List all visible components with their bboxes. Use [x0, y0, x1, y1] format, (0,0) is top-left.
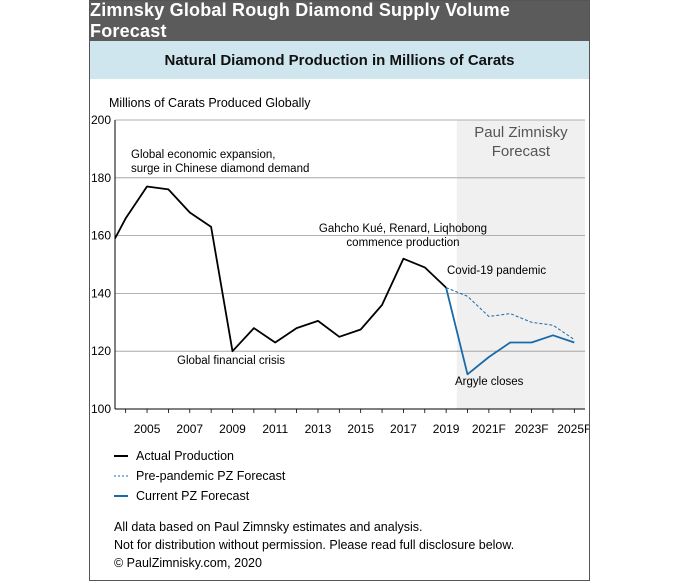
line-chart: Paul Zimnisky Forecast 100 120 140 160 180 200 2… — [91, 96, 589, 503]
note-line-2: Not for distribution without permission.… — [114, 538, 515, 552]
x-tick-label: 2015 — [347, 422, 374, 436]
legend-label-2: Pre-pandemic PZ Forecast — [136, 469, 286, 483]
x-tick-label: 2005 — [134, 422, 161, 436]
legend-label-1: Actual Production — [136, 449, 234, 463]
chart-frame: Zimnsky Global Rough Diamond Supply Volu… — [89, 0, 590, 581]
y-tick-label: 180 — [91, 171, 111, 185]
series-current-forecast — [445, 287, 575, 376]
legend-label-3: Current PZ Forecast — [136, 489, 250, 503]
forecast-region — [456, 120, 585, 409]
y-tick-label: 160 — [91, 229, 111, 243]
y-tick-label: 100 — [91, 402, 111, 416]
note-line-3: © PaulZimnisky.com, 2020 — [114, 556, 262, 570]
y-axis-label: Millions of Carats Produced Globally — [109, 96, 311, 110]
x-tick-label: 2011 — [262, 422, 288, 436]
chart-title: Zimnsky Global Rough Diamond Supply Volu… — [90, 0, 589, 41]
x-tick-label: 2019 — [433, 422, 460, 436]
annotation-expansion: surge in Chinese diamond demand — [131, 163, 309, 175]
x-tick-label: 2023F — [515, 422, 549, 436]
x-tick-label: 2017 — [390, 422, 417, 436]
series-actual-production — [114, 185, 447, 353]
annotation-covid: Covid-19 pandemic — [447, 265, 546, 277]
forecast-label-line-2: Forecast — [492, 143, 551, 160]
annotation-argyle: Argyle closes — [455, 376, 524, 388]
annotation-gahcho: commence production — [346, 237, 459, 249]
x-tick-label: 2007 — [176, 422, 203, 436]
y-tick-label: 140 — [91, 286, 111, 300]
annotation-crisis: Global financial crisis — [177, 355, 285, 367]
x-tick-label: 2025F — [557, 422, 589, 436]
note-line-1: All data based on Paul Zimnsky estimates… — [114, 520, 423, 534]
chart-subtitle: Natural Diamond Production in Millions o… — [90, 41, 589, 79]
forecast-label-line-1: Paul Zimnisky — [474, 124, 568, 141]
annotation-expansion: Global economic expansion, — [131, 149, 275, 161]
x-tick-label: 2013 — [305, 422, 332, 436]
x-tick-label: 2009 — [219, 422, 246, 436]
annotation-gahcho: Gahcho Kué, Renard, Liqhobong — [319, 223, 487, 235]
x-tick-label: 2021F — [472, 422, 506, 436]
y-tick-label: 120 — [91, 344, 111, 358]
y-tick-label: 200 — [91, 113, 111, 127]
